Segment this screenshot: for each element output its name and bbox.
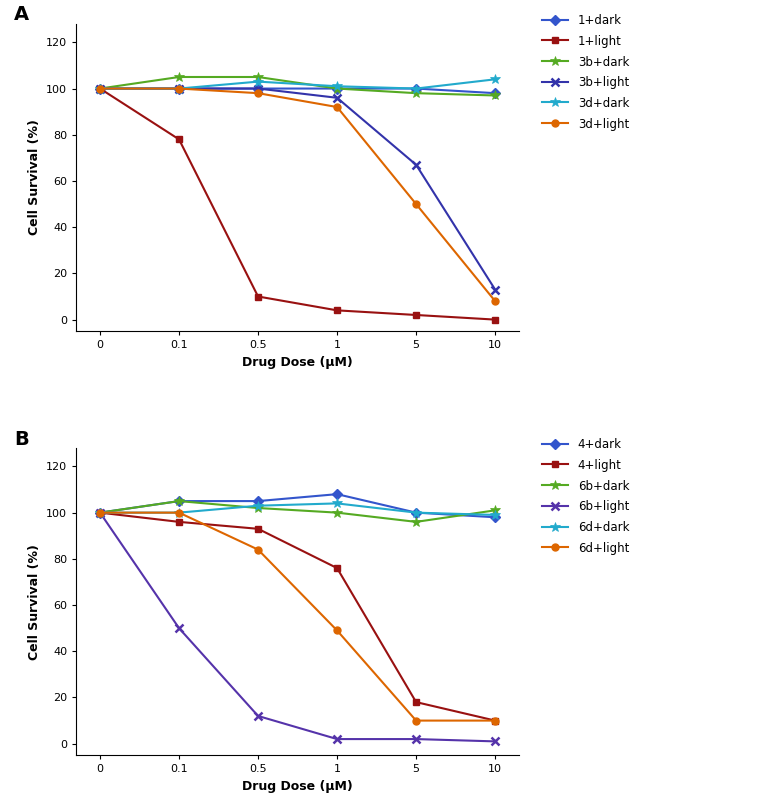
3d+dark [411,83,420,93]
3b+light [95,83,105,93]
6d+dark [333,498,342,508]
4+light [253,524,262,533]
6b+dark [95,508,105,518]
1+dark [253,83,262,93]
1+dark [491,88,500,98]
3d+dark [253,77,262,87]
3d+dark [491,75,500,84]
1+light [491,315,500,324]
6d+light [175,508,184,518]
3b+dark [175,72,184,82]
4+dark [253,496,262,506]
1+dark [95,83,105,93]
Y-axis label: Cell Survival (%): Cell Survival (%) [27,544,40,660]
3b+dark [253,72,262,82]
1+dark [333,83,342,93]
1+light [95,83,105,93]
6b+light [175,623,184,633]
3d+light [175,83,184,93]
4+dark [411,508,420,518]
X-axis label: Drug Dose (μM): Drug Dose (μM) [242,355,353,369]
3d+light [95,83,105,93]
Legend: 1+dark, 1+light, 3b+dark, 3b+light, 3d+dark, 3d+light: 1+dark, 1+light, 3b+dark, 3b+light, 3d+d… [542,14,629,130]
4+light [491,716,500,725]
6d+light [253,545,262,554]
4+light [411,697,420,707]
1+light [253,292,262,301]
6d+light [491,716,500,725]
6d+dark [95,508,105,518]
3d+dark [333,81,342,91]
Line: 6d+dark: 6d+dark [95,498,500,520]
Line: 1+dark: 1+dark [97,85,498,97]
1+light [175,134,184,144]
6b+light [253,712,262,721]
3d+light [333,103,342,112]
4+dark [95,508,105,518]
3b+dark [333,83,342,93]
3d+light [411,200,420,209]
6d+light [411,716,420,725]
6b+light [95,508,105,518]
6d+dark [175,508,184,518]
3d+light [253,88,262,98]
4+light [95,508,105,518]
Line: 3b+light: 3b+light [96,84,499,293]
6b+dark [175,496,184,506]
3b+dark [491,91,500,100]
Line: 6b+light: 6b+light [96,509,499,746]
X-axis label: Drug Dose (μM): Drug Dose (μM) [242,780,353,793]
4+dark [333,490,342,499]
3b+dark [95,83,105,93]
3d+dark [95,83,105,93]
1+dark [411,83,420,93]
4+light [175,517,184,526]
Line: 4+dark: 4+dark [97,491,498,521]
1+dark [175,83,184,93]
6d+dark [491,510,500,520]
6d+dark [253,501,262,510]
3b+dark [411,88,420,98]
4+dark [491,513,500,522]
Line: 6d+light: 6d+light [97,509,498,724]
6b+dark [253,503,262,513]
6d+dark [411,508,420,518]
Line: 6b+dark: 6b+dark [95,496,500,527]
3b+light [253,83,262,93]
Line: 4+light: 4+light [97,509,498,724]
6d+light [95,508,105,518]
3b+light [333,93,342,103]
3d+dark [175,83,184,93]
3b+light [491,285,500,294]
6b+dark [333,508,342,518]
4+dark [175,496,184,506]
Line: 3b+dark: 3b+dark [95,72,500,100]
6b+dark [411,517,420,526]
1+light [411,310,420,320]
Text: B: B [14,429,29,448]
6b+light [411,735,420,744]
Y-axis label: Cell Survival (%): Cell Survival (%) [27,119,40,235]
Line: 3d+dark: 3d+dark [95,75,500,93]
Text: A: A [14,6,30,25]
6b+dark [491,506,500,515]
Line: 1+light: 1+light [97,85,498,323]
3b+light [411,160,420,169]
3d+light [491,297,500,306]
3b+light [175,83,184,93]
6d+light [333,626,342,635]
6b+light [491,737,500,747]
1+light [333,305,342,315]
Line: 3d+light: 3d+light [97,85,498,304]
4+light [333,564,342,573]
6b+light [333,735,342,744]
Legend: 4+dark, 4+light, 6b+dark, 6b+light, 6d+dark, 6d+light: 4+dark, 4+light, 6b+dark, 6b+light, 6d+d… [542,439,629,555]
